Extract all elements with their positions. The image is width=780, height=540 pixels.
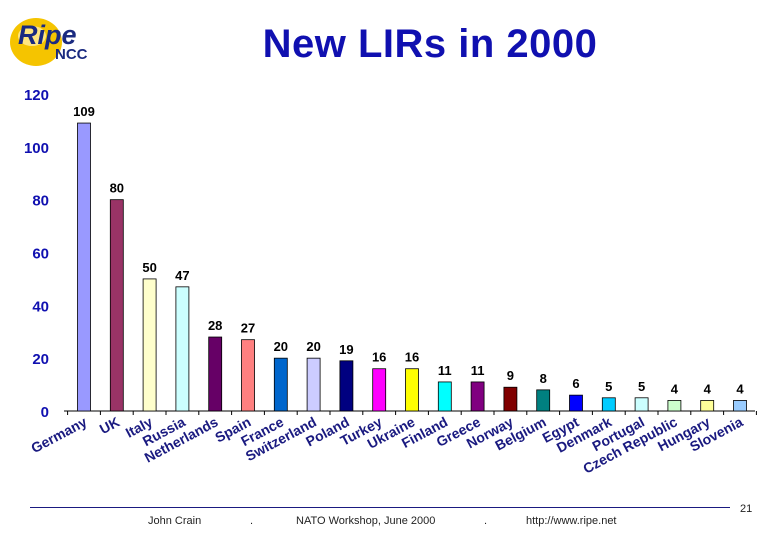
footer-divider [30,507,730,508]
chart-bars [77,122,747,412]
data-label: 19 [339,342,353,357]
footer-author: John Crain [148,515,202,527]
chart-labels: 109Germany80UK50Italy47Russia28Netherlan… [28,104,745,477]
bar-belgium [536,389,551,412]
bar-uk [109,199,124,412]
data-label: 47 [175,268,189,283]
bar-russia [175,286,190,412]
data-label: 4 [736,381,744,396]
bar-poland [339,360,354,412]
y-tick-label: 120 [24,87,49,104]
data-label: 20 [306,339,320,354]
data-label: 20 [274,339,288,354]
data-label: 8 [540,371,547,386]
footer-separator-2: . [484,515,488,527]
footer-separator-1: . [250,515,254,527]
y-tick-label: 80 [32,193,49,210]
data-label: 4 [704,381,712,396]
data-label: 5 [605,379,612,394]
slide-title: New LIRs in 2000 [262,22,598,66]
data-label: 6 [572,376,579,391]
ripe-ncc-logo: Ripe NCC [10,18,88,66]
data-label: 4 [671,381,679,396]
data-label: 28 [208,318,222,333]
logo-text-main: Ripe [18,20,77,50]
bar-switzerland [306,357,321,412]
logo-highlight [18,26,46,46]
bar-spain [241,339,255,412]
bar-italy [142,278,157,412]
bar-czech-republic [667,400,682,412]
footer-url[interactable]: http://www.ripe.net [526,515,617,527]
bar-greece [470,381,485,412]
bar-turkey [372,368,387,412]
data-label: 5 [638,379,645,394]
bar-egypt [569,394,583,412]
bar-ukraine [405,368,419,412]
data-label: 11 [471,363,485,378]
bar-germany [77,122,91,412]
category-label: UK [97,414,122,438]
footer-event: NATO Workshop, June 2000 [296,515,436,527]
chart-axes: 0 20 40 60 80 100 120 [24,87,757,421]
data-label: 50 [142,260,156,275]
bar-netherlands [208,336,223,412]
bar-slovenia [733,400,747,412]
y-tick-label: 60 [32,246,49,263]
bar-portugal [634,397,649,412]
y-tick-label: 40 [32,298,49,315]
data-label: 11 [438,363,452,378]
bar-france [273,357,288,412]
data-label: 109 [73,104,95,119]
data-label: 16 [405,350,419,365]
data-label: 27 [241,321,255,336]
page-number: 21 [740,503,753,515]
y-tick-label: 20 [32,351,49,368]
data-label: 80 [110,181,124,196]
data-label: 9 [507,368,514,383]
bar-finland [437,381,452,412]
data-label: 16 [372,350,386,365]
logo-text-sub: NCC [55,46,88,63]
bar-norway [503,386,518,412]
category-label: Germany [28,413,89,456]
bar-denmark [601,397,616,412]
bar-hungary [700,400,715,412]
y-tick-label: 0 [41,404,49,421]
y-tick-label: 100 [24,140,49,157]
